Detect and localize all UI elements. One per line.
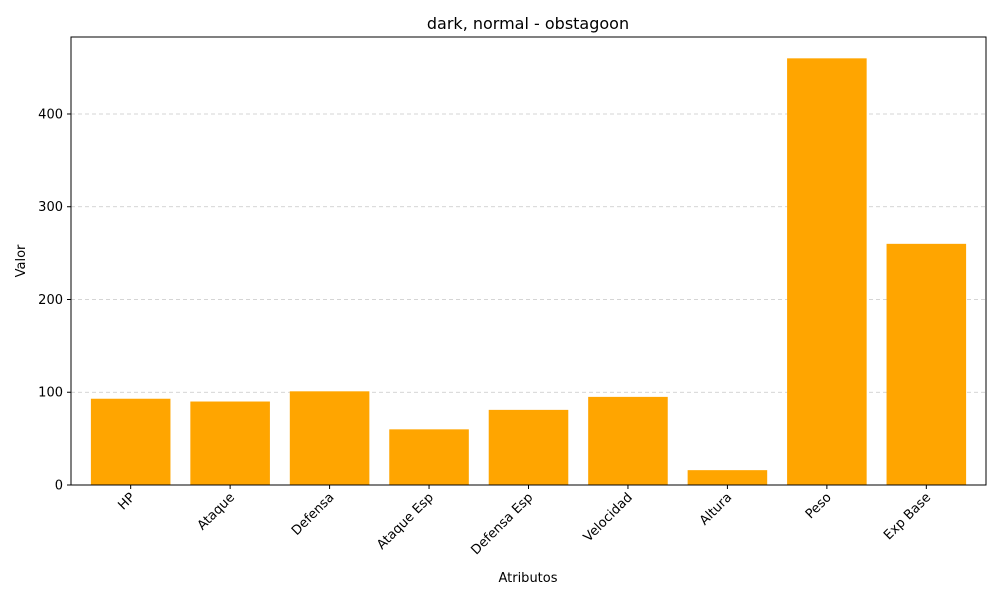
bar bbox=[687, 470, 768, 485]
x-axis-label: Atributos bbox=[498, 571, 557, 586]
bar bbox=[389, 429, 469, 485]
bar bbox=[90, 398, 171, 485]
bar bbox=[588, 396, 668, 485]
y-tick-label: 100 bbox=[38, 386, 63, 401]
chart-title: dark, normal - obstagoon bbox=[427, 14, 629, 33]
y-axis-ticks: 0 100 200 300 400 bbox=[38, 107, 71, 494]
y-tick-label: 0 bbox=[55, 479, 63, 494]
y-axis-label: Valor bbox=[14, 244, 29, 277]
bar bbox=[787, 58, 867, 485]
bar bbox=[886, 243, 967, 485]
bar bbox=[488, 409, 569, 485]
grid-lines bbox=[71, 113, 986, 393]
y-tick-label: 300 bbox=[38, 200, 63, 215]
bar bbox=[190, 401, 270, 485]
bars bbox=[90, 58, 967, 485]
y-tick-label: 200 bbox=[38, 293, 63, 308]
y-tick-label: 400 bbox=[38, 107, 63, 122]
bar bbox=[289, 391, 370, 485]
